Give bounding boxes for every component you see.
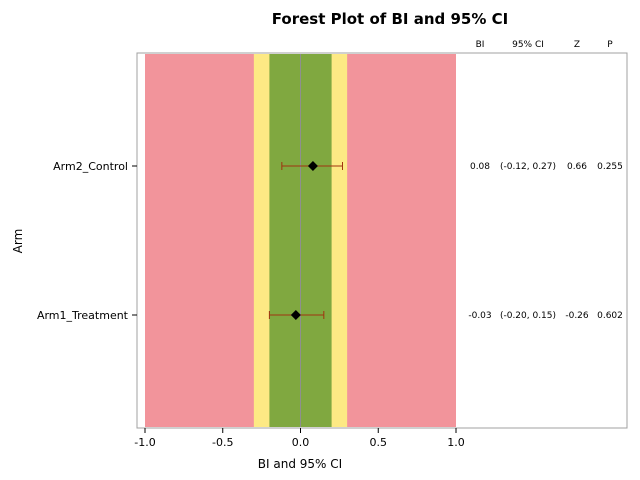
point-estimate-marker (307, 161, 318, 171)
stats-header: BI (476, 40, 485, 50)
stat-bi: 0.08 (470, 162, 490, 172)
stats-header: P (607, 40, 613, 50)
stat-p: 0.602 (597, 311, 623, 321)
x-tick-label: -1.0 (134, 436, 155, 449)
stat-z: -0.26 (565, 311, 589, 321)
point-estimate-marker (290, 310, 301, 320)
chart-title: Forest Plot of BI and 95% CI (272, 10, 508, 28)
stat-ci: (-0.12, 0.27) (500, 162, 556, 172)
stats-table: BI 95% CI Z P 0.08 (-0.12, 0.27) 0.66 0.255 -0.0… (468, 40, 623, 321)
x-axis-label: BI and 95% CI (258, 457, 342, 471)
x-tick-label: 0.5 (370, 436, 388, 449)
x-tick-label: 1.0 (447, 436, 465, 449)
x-tick-label: 0.0 (292, 436, 310, 449)
plot-frame (136, 52, 628, 429)
stat-z: 0.66 (567, 162, 587, 172)
stats-header: Z (574, 40, 580, 50)
stat-p: 0.255 (597, 162, 623, 172)
stat-bi: -0.03 (468, 311, 491, 321)
y-axis-label: Arm (11, 229, 25, 254)
stats-header: 95% CI (512, 40, 544, 50)
x-axis: -1.0 -0.5 0.0 0.5 1.0 (134, 428, 465, 449)
x-tick-label: -0.5 (212, 436, 233, 449)
stat-ci: (-0.20, 0.15) (500, 311, 556, 321)
y-axis: Arm2_Control Arm1_Treatment (37, 160, 137, 322)
y-tick-label: Arm2_Control (53, 160, 128, 173)
data-marks (268, 161, 343, 320)
y-tick-label: Arm1_Treatment (37, 309, 129, 322)
